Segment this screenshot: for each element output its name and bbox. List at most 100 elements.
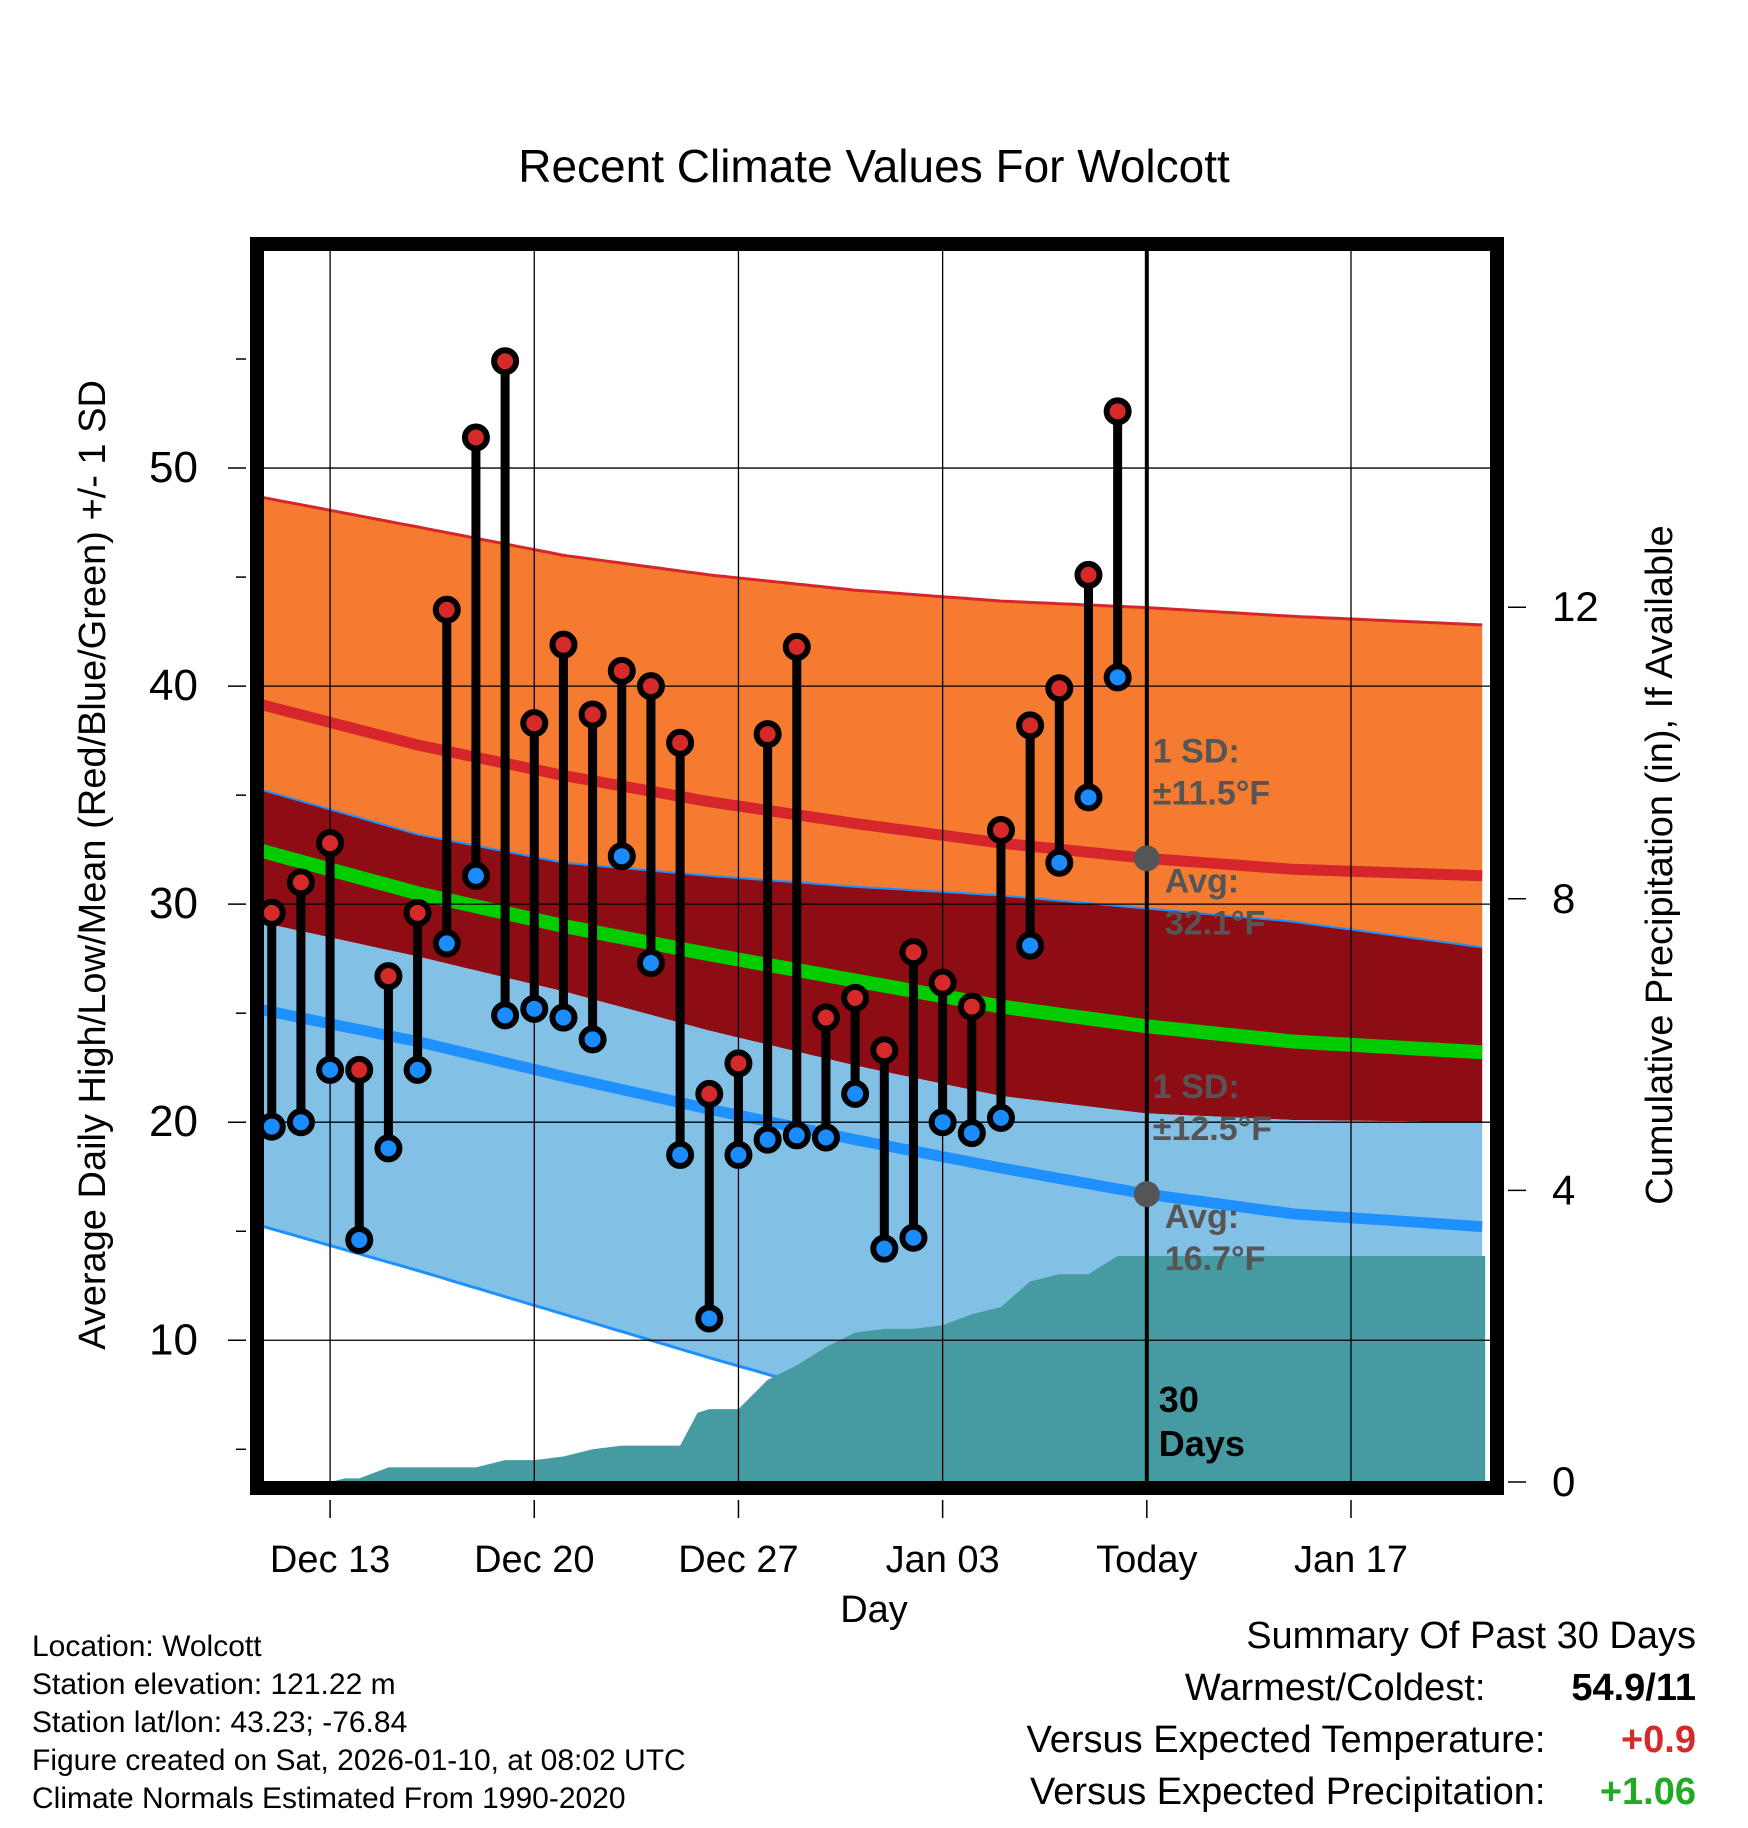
high-point (666, 728, 695, 757)
x-axis-label: Day (840, 1589, 908, 1631)
low-point (491, 1001, 520, 1030)
high-sd-annotation: ±11.5°F (1153, 774, 1270, 812)
low-point (1103, 663, 1132, 692)
low-point (724, 1140, 753, 1169)
precip-area (263, 1256, 1486, 1482)
high-point (841, 983, 870, 1012)
low-point (753, 1125, 782, 1154)
y2-tick-label: 12 (1552, 583, 1599, 630)
y-tick-label: 10 (149, 1315, 198, 1364)
summary-title: Summary Of Past 30 Days (1246, 1615, 1696, 1657)
y-tick-label: 30 (149, 879, 198, 928)
normals-text: Climate Normals Estimated From 1990-2020 (32, 1782, 626, 1815)
low-point (432, 929, 461, 958)
high-avg-marker (1133, 845, 1160, 872)
low-avg-marker (1133, 1181, 1160, 1208)
created-text: Figure created on Sat, 2026-01-10, at 08… (32, 1744, 686, 1777)
low-point (461, 861, 490, 890)
high-point (491, 347, 520, 376)
high-point (549, 630, 578, 659)
low-point (345, 1225, 374, 1254)
high-point (811, 1003, 840, 1032)
high-point (432, 595, 461, 624)
low-point (957, 1119, 986, 1148)
low-sd-annotation: ±12.5°F (1153, 1110, 1272, 1148)
low-point (1074, 783, 1103, 812)
summary-panel: Summary Of Past 30 Days Warmest/Coldest:… (796, 1615, 1696, 1825)
warmest-value: 54.9/11 (1571, 1667, 1696, 1709)
x-tick-label: Dec 20 (474, 1539, 594, 1581)
plot-frame (250, 237, 1504, 1495)
low-point (899, 1223, 928, 1252)
normal-high-line (263, 699, 1483, 882)
high-point (1045, 674, 1074, 703)
low-point (1045, 848, 1074, 877)
low-point (578, 1025, 607, 1054)
low-point (841, 1079, 870, 1108)
days-label: 30 (1159, 1379, 1199, 1420)
high-point (520, 709, 549, 738)
low-point (549, 1003, 578, 1032)
low-point (636, 949, 665, 978)
high-point (1074, 560, 1103, 589)
low-avg-annotation: 16.7°F (1165, 1240, 1266, 1278)
high-point (695, 1079, 724, 1108)
normal-low-line (263, 1004, 1483, 1233)
x-tick-label: Today (1096, 1539, 1197, 1581)
axes: 10 20 30 40 50 0 4 8 12 Dec 13 Dec 20 Dec 27 Jan 03 T… (149, 358, 1599, 1581)
high-point (403, 898, 432, 927)
high-lower-edge (263, 789, 1483, 949)
high-point (1103, 397, 1132, 426)
precip-label: Versus Expected Precipitation: (1030, 1771, 1546, 1813)
days-label: Days (1159, 1423, 1245, 1464)
y2-axis-label: Cumulative Precipitation (in), If Availa… (1639, 525, 1681, 1204)
high-point (374, 962, 403, 991)
low-point (870, 1234, 899, 1263)
x-tick-label: Jan 17 (1294, 1539, 1408, 1581)
high-point (899, 938, 928, 967)
y-axis-label: Average Daily High/Low/Mean (Red/Blue/Gr… (72, 380, 114, 1350)
low-point (811, 1123, 840, 1152)
normal-mean-line (263, 843, 1483, 1060)
plot-area (263, 495, 1486, 1482)
low-point (695, 1304, 724, 1333)
low-avg-annotation: Avg: (1165, 1198, 1239, 1236)
high-upper-edge (263, 495, 1483, 627)
y-tick-label: 50 (149, 443, 198, 492)
x-tick-label: Dec 13 (270, 1539, 390, 1581)
summary-warmest-row: Warmest/Coldest: 54.9/11 (1185, 1667, 1696, 1710)
y2-tick-label: 4 (1552, 1166, 1575, 1213)
location-text: Location: Wolcott (32, 1630, 262, 1663)
warmest-label: Warmest/Coldest: (1184, 1667, 1486, 1709)
temp-value: +0.9 (1620, 1719, 1696, 1761)
low-point (1016, 931, 1045, 960)
high-point (636, 672, 665, 701)
low-point (403, 1055, 432, 1084)
high-avg-annotation: Avg: (1165, 862, 1239, 900)
high-sd-annotation: 1 SD: (1153, 732, 1240, 770)
low-sd-annotation: 1 SD: (1153, 1068, 1240, 1106)
high-point (316, 829, 345, 858)
y2-tick-label: 8 (1552, 875, 1575, 922)
low-point (374, 1134, 403, 1163)
high-point (724, 1049, 753, 1078)
low-point (607, 842, 636, 871)
low-point (666, 1140, 695, 1169)
summary-precip-row: Versus Expected Precipitation: +1.06 (1030, 1771, 1696, 1814)
precip-value: +1.06 (1599, 1771, 1696, 1813)
high-point (957, 992, 986, 1021)
high-point (986, 816, 1015, 845)
high-point (578, 700, 607, 729)
low-point (520, 994, 549, 1023)
low-point (257, 1112, 286, 1141)
high-point (286, 868, 315, 897)
latlon-text: Station lat/lon: 43.23; -76.84 (32, 1706, 408, 1739)
low-point (286, 1108, 315, 1137)
y-tick-label: 20 (149, 1097, 198, 1146)
high-point (607, 656, 636, 685)
low-point (986, 1103, 1015, 1132)
low-point (316, 1055, 345, 1084)
high-point (870, 1036, 899, 1065)
